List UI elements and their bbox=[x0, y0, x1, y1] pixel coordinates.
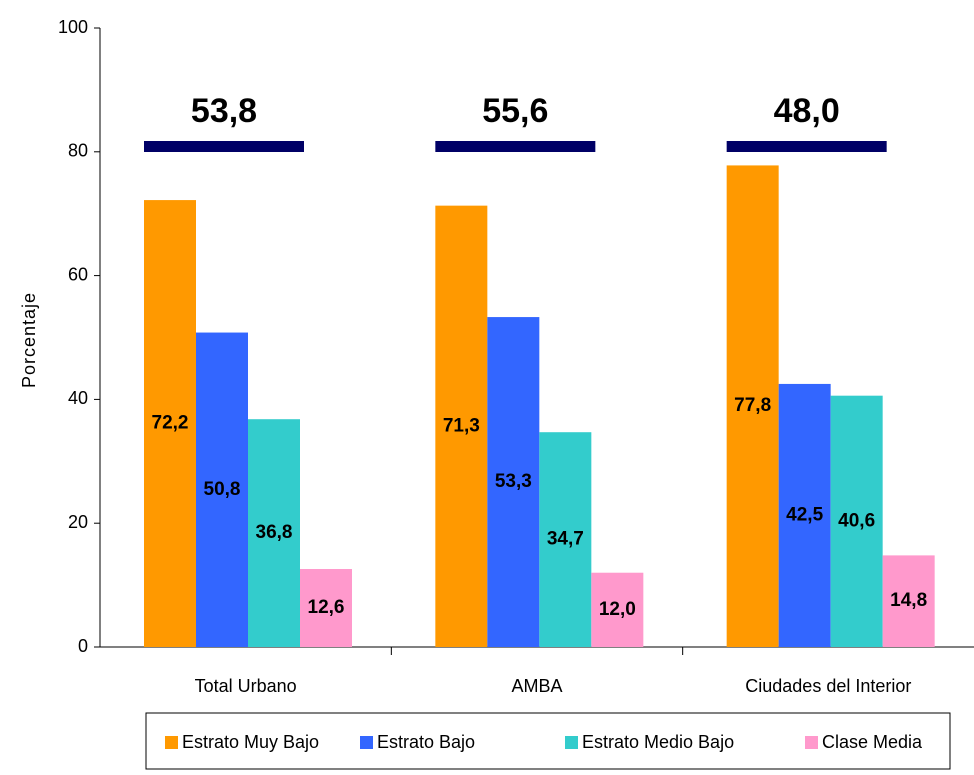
bar bbox=[435, 205, 488, 647]
bar bbox=[196, 332, 248, 647]
x-tick-label: Ciudades del Interior bbox=[745, 676, 911, 696]
bar bbox=[539, 432, 592, 647]
data-label: 12,6 bbox=[308, 597, 345, 618]
data-label: 50,8 bbox=[204, 479, 241, 500]
legend-label: Estrato Muy Bajo bbox=[182, 732, 319, 752]
data-label: 42,5 bbox=[786, 504, 823, 525]
y-tick-label: 100 bbox=[58, 17, 88, 37]
bar bbox=[144, 200, 196, 647]
y-tick-label: 20 bbox=[68, 512, 88, 532]
x-tick-label: Total Urbano bbox=[195, 676, 297, 696]
total-label: 53,8 bbox=[191, 92, 257, 130]
legend-box bbox=[145, 712, 951, 770]
total-marker bbox=[144, 141, 304, 152]
bar bbox=[778, 383, 831, 647]
bar bbox=[830, 395, 883, 647]
bar bbox=[726, 165, 779, 647]
y-tick-label: 80 bbox=[68, 141, 88, 161]
legend-swatch bbox=[565, 736, 578, 749]
data-label: 14,8 bbox=[890, 590, 927, 611]
legend-swatch bbox=[165, 736, 178, 749]
bar bbox=[300, 569, 352, 647]
bar bbox=[882, 555, 935, 647]
data-label: 72,2 bbox=[152, 413, 189, 434]
total-label: 48,0 bbox=[774, 92, 840, 130]
data-label: 71,3 bbox=[443, 415, 480, 436]
bar bbox=[591, 572, 644, 647]
total-marker bbox=[435, 141, 596, 152]
x-tick-label: AMBA bbox=[511, 676, 562, 696]
data-label: 77,8 bbox=[734, 395, 771, 416]
total-label: 55,6 bbox=[482, 92, 548, 130]
y-axis-label: Porcentaje bbox=[19, 292, 39, 388]
data-label: 36,8 bbox=[256, 522, 293, 543]
y-tick-label: 0 bbox=[78, 636, 88, 656]
legend-label: Estrato Medio Bajo bbox=[582, 732, 734, 752]
data-label: 12,0 bbox=[599, 599, 636, 620]
data-label: 53,3 bbox=[495, 471, 532, 492]
y-tick-label: 60 bbox=[68, 264, 88, 284]
data-label: 34,7 bbox=[547, 529, 584, 550]
y-tick-label: 40 bbox=[68, 388, 88, 408]
legend-label: Estrato Bajo bbox=[377, 732, 475, 752]
total-marker bbox=[726, 141, 887, 152]
data-label: 40,6 bbox=[838, 510, 875, 531]
bar bbox=[248, 419, 300, 647]
legend-swatch bbox=[805, 736, 818, 749]
bar bbox=[487, 317, 540, 647]
legend-label: Clase Media bbox=[822, 732, 923, 752]
legend-swatch bbox=[360, 736, 373, 749]
